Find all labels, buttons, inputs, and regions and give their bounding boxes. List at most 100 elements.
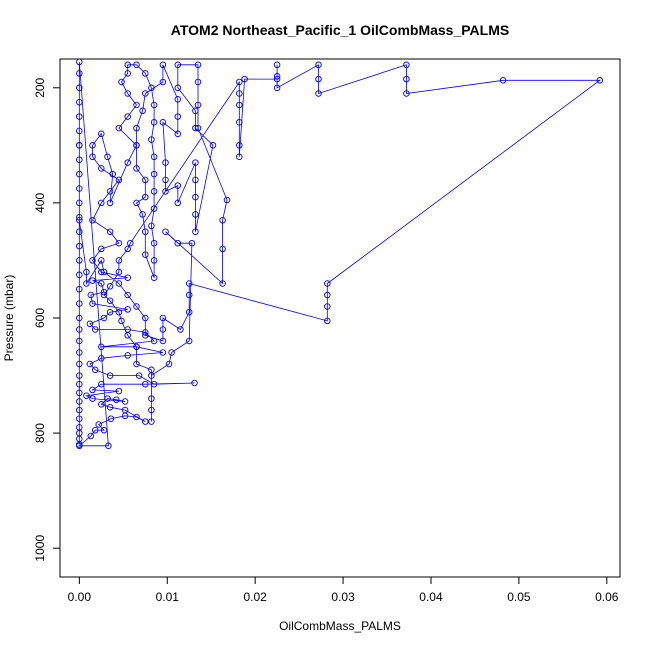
data-point xyxy=(142,418,149,425)
data-point xyxy=(86,320,94,328)
x-tick-label: 0.00 xyxy=(68,590,92,604)
data-point xyxy=(133,165,140,172)
data-point xyxy=(223,196,231,204)
data-point xyxy=(236,153,243,161)
y-tick-label: 200 xyxy=(33,77,47,97)
data-point xyxy=(76,228,83,235)
data-point xyxy=(174,182,182,189)
data-point xyxy=(89,142,96,149)
data-point xyxy=(139,107,146,115)
data-point xyxy=(91,366,99,374)
data-point xyxy=(148,136,155,143)
data-point xyxy=(98,355,105,362)
data-point xyxy=(124,332,131,339)
data-point xyxy=(159,314,167,322)
data-point xyxy=(133,303,140,310)
data-point xyxy=(142,176,149,184)
data-point xyxy=(148,418,155,425)
data-point xyxy=(124,352,131,359)
data-point xyxy=(150,257,158,264)
data-point xyxy=(209,142,217,149)
data-point xyxy=(98,130,105,138)
data-point xyxy=(499,77,507,84)
data-point xyxy=(76,214,83,221)
data-point xyxy=(100,288,108,296)
data-point xyxy=(150,153,158,161)
data-point xyxy=(115,257,123,264)
data-point xyxy=(236,101,243,109)
data-point xyxy=(98,280,105,287)
x-tick-label: 0.06 xyxy=(595,590,619,604)
x-tick-label: 0.05 xyxy=(507,590,531,604)
data-point xyxy=(98,401,105,408)
data-point xyxy=(142,251,149,258)
data-point xyxy=(150,274,158,281)
data-point xyxy=(76,98,83,106)
data-point xyxy=(76,442,83,450)
data-point xyxy=(192,211,199,218)
data-point xyxy=(76,113,83,120)
data-point xyxy=(98,380,105,388)
data-point xyxy=(104,153,111,161)
data-point xyxy=(150,170,158,178)
data-point xyxy=(100,268,108,276)
data-point xyxy=(121,406,129,414)
data-point xyxy=(219,280,226,287)
y-tick-label: 600 xyxy=(33,308,47,328)
data-point xyxy=(194,78,202,86)
data-point xyxy=(165,360,173,368)
data-point xyxy=(76,84,83,92)
data-point xyxy=(115,124,123,132)
data-point xyxy=(76,257,83,264)
data-point xyxy=(118,317,125,325)
x-tick-label: 0.03 xyxy=(331,590,355,604)
data-point xyxy=(241,75,248,83)
data-point xyxy=(76,271,83,279)
data-point xyxy=(105,442,112,450)
data-point xyxy=(89,386,96,394)
y-tick-label: 1000 xyxy=(33,535,47,562)
data-point xyxy=(98,199,105,207)
data-point xyxy=(133,413,140,421)
data-point xyxy=(159,337,167,345)
data-point xyxy=(315,75,322,83)
data-point xyxy=(106,199,114,207)
y-axis: 200 400 600 800 1000 xyxy=(33,77,61,562)
data-point xyxy=(76,185,83,192)
data-point xyxy=(124,113,131,120)
data-point xyxy=(127,239,134,247)
data-point xyxy=(87,291,95,299)
data-point xyxy=(124,90,131,97)
data-point xyxy=(162,188,169,195)
data-point xyxy=(273,75,281,83)
data-point xyxy=(191,379,198,387)
data-point xyxy=(100,291,108,299)
data-point xyxy=(194,124,202,132)
data-point xyxy=(91,326,99,333)
data-point xyxy=(273,61,281,69)
data-point xyxy=(106,372,114,379)
data-point xyxy=(192,159,199,166)
x-axis: 0.00 0.01 0.02 0.03 0.04 0.05 0.06 xyxy=(68,576,619,604)
data-point xyxy=(142,193,149,201)
data-point xyxy=(133,199,140,207)
data-point xyxy=(124,291,131,299)
data-point xyxy=(236,119,243,126)
data-point xyxy=(115,176,123,184)
data-point xyxy=(403,75,410,83)
y-axis-label: Pressure (mbar) xyxy=(2,275,16,362)
data-point xyxy=(236,142,243,149)
data-point xyxy=(100,314,108,322)
data-point xyxy=(115,308,123,316)
series-lines xyxy=(78,61,602,447)
data-point xyxy=(83,268,90,276)
data-point xyxy=(124,61,131,69)
data-point xyxy=(150,380,158,388)
data-point xyxy=(98,245,105,253)
data-point xyxy=(148,84,155,92)
data-point xyxy=(76,380,83,388)
data-point xyxy=(118,78,125,86)
data-point xyxy=(76,127,83,135)
data-point xyxy=(76,398,83,405)
data-point xyxy=(148,406,155,414)
